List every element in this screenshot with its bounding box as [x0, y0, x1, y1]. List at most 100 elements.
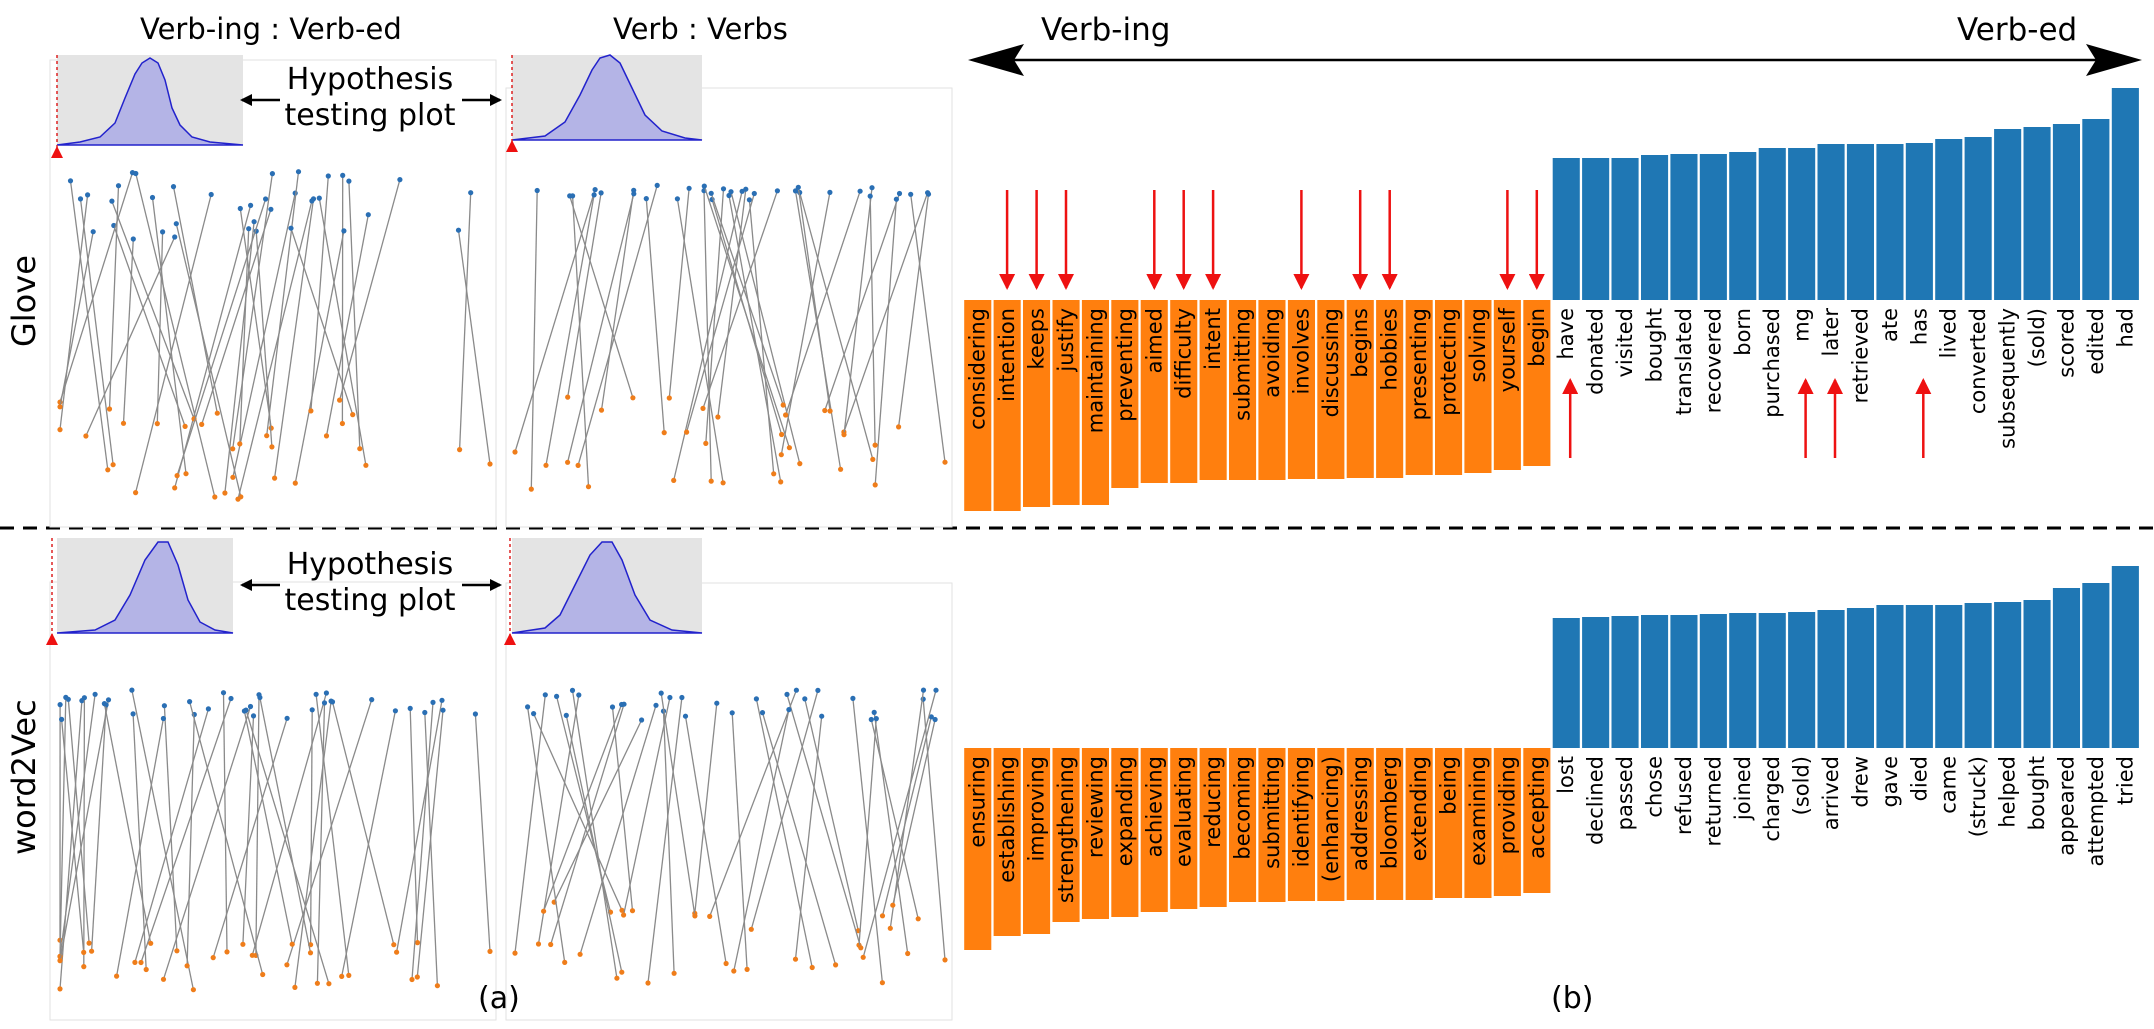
pair-line [315, 694, 350, 976]
word-point-inflected [120, 420, 127, 426]
bar-born [1729, 152, 1757, 300]
pair-line [755, 698, 813, 968]
word-point-base [92, 691, 98, 697]
pair-line [201, 209, 272, 425]
word-point-base [653, 702, 659, 708]
word-point-base [237, 205, 243, 212]
word-point-inflected [105, 467, 111, 473]
hypothesis-line-2: testing plot [284, 98, 456, 133]
pair-line [59, 697, 67, 957]
bar-label: keeps [1025, 308, 1049, 370]
bar-label: preventing [1113, 308, 1137, 422]
bar-submitting [1258, 748, 1286, 902]
bar-extending [1405, 748, 1433, 900]
bar-recovered [1699, 154, 1727, 300]
pair-line [537, 694, 580, 945]
word-point-base [472, 711, 478, 717]
pair-line [222, 692, 228, 952]
pair-line [728, 195, 782, 483]
bar-label: bought [2025, 756, 2049, 830]
word-point-inflected [222, 490, 228, 496]
bar-bought [2023, 600, 2051, 748]
pair-line [881, 716, 932, 916]
bar-label: maintaining [1083, 308, 1107, 433]
pair-line [733, 709, 790, 972]
pair-line [331, 701, 395, 945]
pair-line [69, 180, 109, 470]
word-point-base [187, 699, 193, 705]
bar-label: submitting [1231, 308, 1255, 421]
pair-line [310, 175, 329, 411]
word-point-base [792, 188, 799, 194]
word-point-inflected [585, 484, 592, 490]
bar-preventing [1111, 300, 1139, 488]
pair-line [799, 192, 874, 460]
word-point-inflected [543, 462, 549, 468]
word-point-inflected [786, 445, 793, 451]
word-point-inflected [230, 446, 236, 452]
hypothesis-plot-glove-1 [51, 55, 244, 158]
bar-came [1935, 605, 1963, 748]
bar-translated [1670, 154, 1698, 300]
pair-line [59, 231, 94, 407]
panel-label-b: (b) [1551, 981, 1594, 1016]
word-point-inflected [715, 414, 721, 420]
word-point-base [468, 190, 474, 196]
bar-have [1552, 158, 1580, 300]
word-point-base [205, 706, 211, 712]
word-point-base [220, 690, 227, 696]
pair-line [131, 689, 195, 990]
word-point-base [63, 694, 69, 701]
bar-retrieved [1846, 144, 1874, 300]
word-point-base [284, 715, 290, 721]
pair-line [710, 193, 784, 406]
word-point-inflected [307, 950, 314, 956]
word-point-base [130, 236, 136, 242]
bar-label: considering [966, 308, 990, 430]
word-point-inflected [744, 966, 750, 973]
pair-line [797, 187, 831, 412]
pair-line [780, 192, 831, 455]
word-point-inflected [394, 949, 400, 955]
pair-line [731, 712, 748, 970]
bar-label: died [1907, 756, 1931, 801]
pair-line [290, 227, 354, 415]
word-point-base [170, 184, 177, 190]
scatter-frame [505, 582, 953, 1021]
word-point-base [295, 169, 302, 175]
hist-area [56, 541, 234, 634]
word-point-inflected [57, 404, 63, 410]
word-point-inflected [133, 490, 139, 496]
bar-label: born [1731, 308, 1755, 356]
word-point-inflected [630, 395, 636, 401]
bar-donated [1582, 158, 1610, 300]
bar-begin [1523, 300, 1551, 466]
word-point-base [172, 234, 178, 240]
bar-label: extending [1407, 756, 1431, 861]
word-point-inflected [707, 913, 713, 920]
word-point-base [868, 716, 874, 723]
hist-marker-icon [51, 146, 63, 158]
word-point-base [531, 711, 537, 717]
word-point-base [268, 206, 274, 212]
scatter-glove-verb-verbs [505, 87, 953, 528]
bar-refused [1670, 615, 1698, 748]
word-point-inflected [942, 459, 948, 465]
pair-line [869, 196, 876, 446]
word-point-base [208, 191, 214, 198]
word-point-inflected [684, 429, 690, 435]
bar-label: joined [1731, 756, 1755, 821]
word-point-inflected [337, 397, 343, 403]
row-title-word2vec: word2Vec [5, 699, 43, 855]
pair-line [889, 690, 925, 929]
hypothesis-line-2: testing plot [284, 583, 456, 618]
pair-line [140, 698, 232, 963]
word-point-inflected [619, 907, 625, 913]
pair-line [843, 192, 929, 433]
word-point-base [920, 687, 927, 693]
bar-providing [1493, 748, 1521, 896]
word-point-inflected [487, 461, 493, 467]
word-point-base [341, 228, 347, 234]
pair-line [922, 699, 946, 960]
bar-has [1905, 143, 1933, 300]
